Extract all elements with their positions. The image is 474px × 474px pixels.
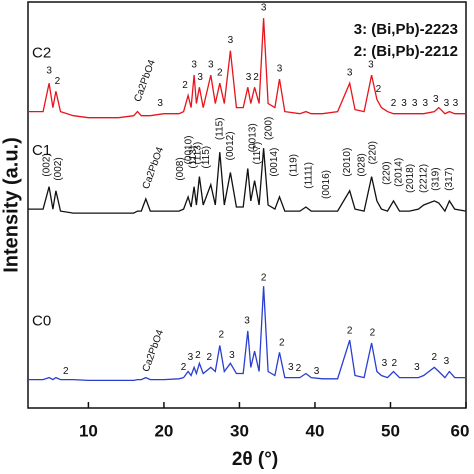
peak-annotation: 3: [229, 350, 235, 361]
peak-annotation: (317): [444, 167, 455, 190]
peak-annotation: (115): [214, 117, 225, 140]
peak-annotation: 2: [182, 80, 188, 91]
peak-annotation: (1111): [304, 162, 315, 189]
x-tick-label: 50: [381, 421, 400, 440]
peak-annotation: 2: [370, 328, 376, 339]
peak-annotation: 3: [244, 315, 250, 326]
peak-annotation: 3: [314, 366, 320, 377]
peak-annotation: 2: [217, 68, 223, 79]
peak-annotation: (008): [175, 157, 186, 180]
peak-annotation: 3: [208, 60, 214, 71]
peak-annotation: Ca2PbO4: [141, 328, 167, 373]
peak-annotation: (0013): [248, 123, 259, 152]
peak-annotation: (115): [201, 146, 212, 169]
peak-annotation: (0012): [225, 131, 236, 160]
peak-annotation: (117): [252, 142, 263, 165]
y-axis-label: Intensity (a.u.): [0, 137, 22, 273]
series-line: [28, 148, 467, 214]
peak-annotation: 3: [433, 94, 439, 105]
legend-note: 2: (Bi,Pb)-2212: [354, 43, 458, 60]
peak-annotation: 3: [414, 362, 420, 373]
series-label: C0: [32, 313, 51, 330]
series-label: C1: [32, 142, 51, 159]
peak-annotation: (220): [381, 161, 392, 184]
x-tick-label: 30: [230, 421, 249, 440]
peak-annotation: 3: [46, 66, 52, 77]
peak-annotation: (319): [430, 167, 441, 190]
peak-annotation: 3: [197, 72, 203, 83]
x-axis-label: 2θ (°): [232, 449, 278, 470]
peak-annotation: 3: [157, 98, 163, 109]
x-tick-label: 10: [79, 421, 98, 440]
peak-annotation: Ca2PbO4: [132, 58, 158, 103]
peak-annotation: 2: [253, 72, 259, 83]
peak-annotation: (2018): [405, 164, 416, 193]
x-tick-label: 40: [306, 421, 325, 440]
peak-annotation: (2212): [418, 164, 429, 193]
peak-annotation: 2: [376, 84, 382, 95]
x-tick-label: 60: [451, 421, 470, 440]
peak-annotation: (113): [188, 146, 199, 169]
peak-annotation: 3: [191, 60, 197, 71]
peak-annotation: 2: [296, 363, 302, 374]
peak-annotation: 3: [401, 98, 407, 109]
x-tick-label: 20: [154, 421, 173, 440]
peak-annotation: (002): [53, 157, 64, 180]
peak-annotation: (200): [264, 117, 275, 140]
series-line: [28, 18, 466, 119]
peak-annotation: (0016): [321, 170, 332, 199]
peak-annotation: 2: [347, 326, 353, 337]
plot-frame: [27, 1, 467, 409]
peak-annotation: (2010): [342, 148, 353, 177]
peak-annotation: 3: [288, 362, 294, 373]
peak-annotation: (002): [42, 153, 53, 176]
peak-annotation: (220): [368, 141, 379, 164]
peak-annotation: (119): [288, 154, 299, 177]
peak-annotation: 2: [219, 330, 225, 341]
peak-annotation: 3: [261, 3, 267, 14]
peak-annotation: 2: [195, 350, 201, 361]
peak-annotation: 2: [261, 273, 267, 284]
peak-annotation: (028): [356, 153, 367, 176]
peak-annotation: 2: [279, 338, 285, 349]
peak-annotation: 2: [206, 352, 212, 363]
peak-annotation: 3: [422, 98, 428, 109]
peak-annotation: 3: [347, 68, 353, 79]
peak-annotation: (113): [193, 142, 204, 165]
peak-annotation: 3: [188, 352, 194, 363]
peak-annotation: (2014): [393, 158, 404, 187]
peak-annotation: 2: [63, 366, 69, 377]
peak-annotation: (0010): [183, 135, 194, 164]
peak-annotation: 2: [181, 362, 187, 373]
peak-annotation: (0014): [269, 148, 280, 177]
peak-annotation: 2: [55, 76, 61, 87]
series-label: C2: [32, 45, 51, 62]
legend-note: 3: (Bi,Pb)-2223: [354, 21, 458, 38]
peak-annotation: 2: [391, 358, 397, 369]
peak-annotation: 3: [412, 98, 418, 109]
peak-annotation: 3: [382, 358, 388, 369]
peak-annotation: 3: [246, 72, 252, 83]
peak-annotation: 3: [453, 98, 459, 109]
peak-annotation: 2: [391, 98, 397, 109]
peak-annotation: 3: [444, 98, 450, 109]
peak-annotation: 2: [432, 352, 438, 363]
peak-annotation: 3: [368, 60, 374, 71]
series-line: [28, 286, 466, 382]
peak-annotation: 3: [228, 35, 234, 46]
peak-annotation: 3: [277, 64, 283, 75]
peak-annotation: Ca2PbO4: [141, 145, 167, 190]
peak-annotation: 3: [444, 356, 450, 367]
